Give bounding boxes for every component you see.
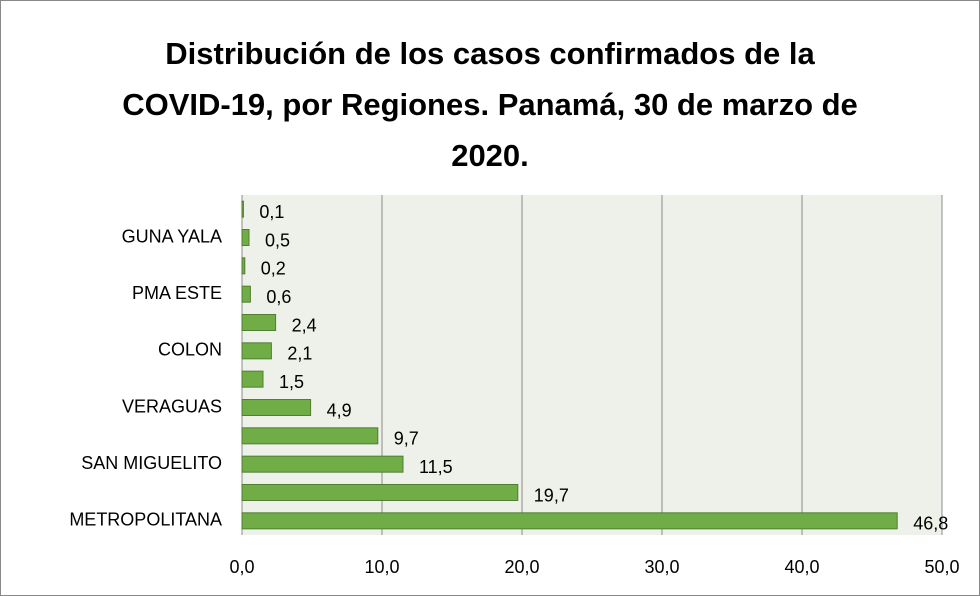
bar: [241, 200, 244, 218]
value-label: 0,2: [261, 259, 286, 279]
y-tick-label: VERAGUAS: [122, 396, 222, 416]
bar: [241, 257, 246, 275]
chart-title: Distribución de los casos confirmados de…: [122, 36, 858, 173]
bar: [241, 314, 277, 331]
bar: [241, 342, 272, 360]
value-label: 0,1: [259, 202, 284, 222]
bar: [241, 370, 264, 388]
value-label: 9,7: [394, 429, 419, 449]
x-tick-label: 40,0: [784, 557, 819, 577]
value-label: 0,6: [266, 287, 291, 307]
x-tick-label: 0,0: [229, 557, 254, 577]
value-label: 4,9: [327, 400, 352, 420]
bar: [241, 427, 379, 445]
bar: [241, 484, 519, 501]
y-tick-label: SAN MIGUELITO: [81, 453, 222, 473]
value-label: 1,5: [279, 372, 304, 392]
value-label: 11,5: [419, 457, 453, 477]
bar: [241, 455, 404, 473]
value-label: 0,5: [265, 230, 290, 250]
x-tick-label: 20,0: [504, 557, 539, 577]
y-tick-label: METROPOLITANA: [69, 510, 222, 530]
plot-area: [242, 195, 942, 535]
x-tick-label: 50,0: [924, 557, 959, 577]
value-label: 46,8: [913, 514, 948, 534]
y-tick-label: GUNA YALA: [122, 226, 222, 246]
bar: [241, 512, 898, 530]
x-tick-label: 30,0: [644, 557, 679, 577]
x-tick-label: 10,0: [364, 557, 399, 577]
value-label: 2,1: [287, 344, 312, 364]
bar: [241, 399, 312, 416]
bar: [241, 285, 251, 303]
value-label: 19,7: [534, 485, 569, 505]
bar: [241, 229, 250, 246]
y-tick-label: COLON: [158, 340, 222, 360]
y-tick-label: PMA ESTE: [132, 283, 222, 303]
value-label: 2,4: [292, 315, 317, 335]
